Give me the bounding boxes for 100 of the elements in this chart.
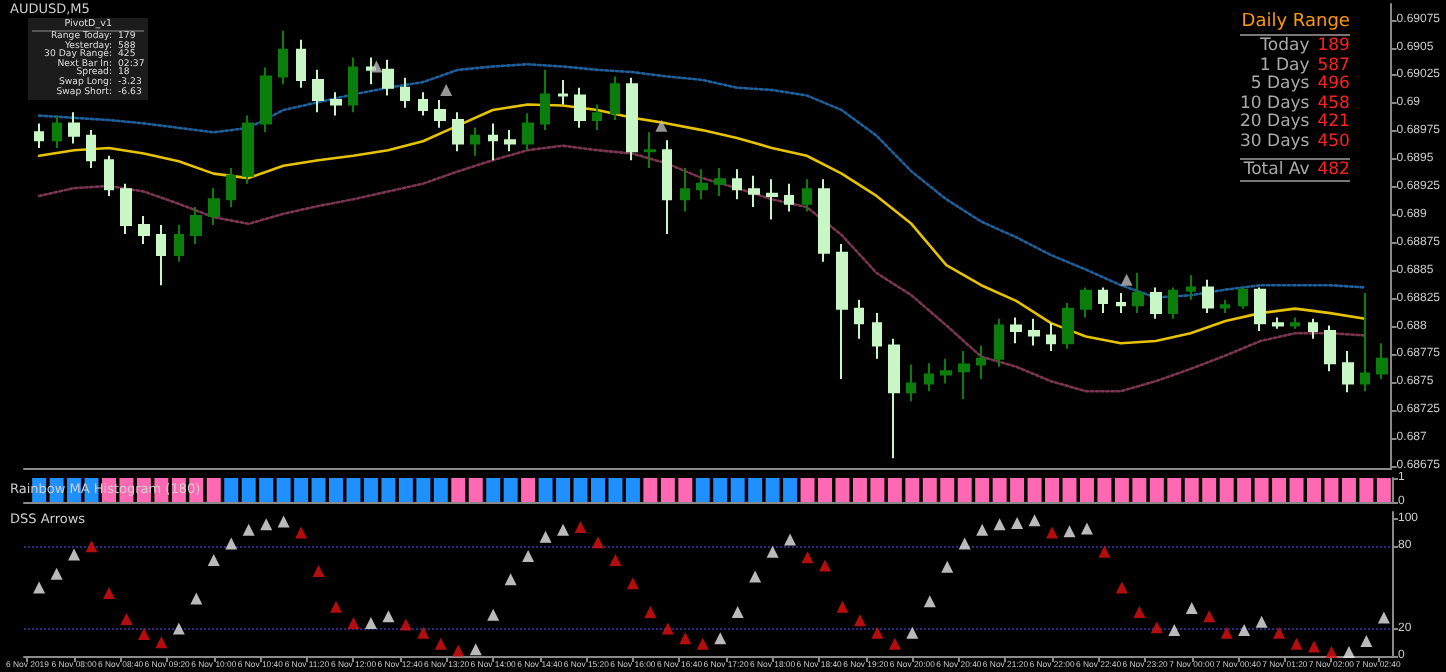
point: [609, 554, 622, 566]
point: [364, 617, 377, 630]
point: [557, 523, 570, 536]
point: [1307, 640, 1320, 653]
candlestick: [1308, 317, 1318, 340]
data-label: 458: [1317, 93, 1350, 114]
candlestick: [1238, 286, 1248, 310]
candlestick: [330, 91, 342, 117]
candlestick: [1168, 286, 1178, 320]
candlestick: [348, 56, 358, 114]
candlestick: [1010, 316, 1022, 345]
candlestick: [504, 129, 516, 153]
candlestick: [540, 68, 550, 132]
candlestick: [696, 168, 708, 201]
text: Daily Range: [1240, 12, 1350, 36]
point: [1046, 526, 1059, 539]
candlestick: [1062, 302, 1074, 350]
candlestick: [1272, 316, 1284, 330]
candlestick: [434, 98, 446, 129]
point: [1168, 623, 1181, 636]
point: [85, 540, 98, 553]
candlestick: [1324, 324, 1336, 373]
candlestick: [138, 215, 150, 245]
point: [836, 600, 849, 613]
category-label: 20 Days: [1240, 112, 1310, 133]
point: [347, 617, 360, 630]
point: [801, 551, 814, 564]
point: [626, 577, 639, 590]
point: [434, 637, 447, 650]
point: [714, 632, 727, 645]
data-label: 450: [1317, 131, 1350, 154]
data-label: 421: [1317, 112, 1350, 133]
candlestick: [312, 68, 324, 114]
point: [679, 632, 692, 645]
point: [1342, 645, 1355, 658]
point: [277, 515, 290, 528]
point: [1238, 623, 1251, 636]
point: [50, 567, 63, 580]
candlestick: [1186, 274, 1196, 301]
point: [172, 622, 185, 635]
point: [225, 537, 238, 550]
point: [1203, 610, 1216, 623]
candlestick: [488, 122, 498, 162]
point: [766, 545, 779, 558]
candlestick: [888, 337, 900, 460]
point: [1120, 273, 1133, 286]
candlestick: [1116, 292, 1126, 315]
point: [260, 518, 273, 531]
point: [1290, 637, 1303, 650]
point: [661, 622, 674, 635]
candlestick: [906, 363, 916, 403]
candlestick: [1342, 350, 1354, 394]
category-label: 30 Days: [1240, 131, 1310, 154]
point: [574, 521, 587, 534]
point: [1080, 522, 1093, 535]
point: [958, 537, 971, 550]
candlestick: [52, 114, 62, 149]
point: [923, 595, 936, 608]
point: [853, 614, 866, 627]
candlestick: [208, 187, 220, 226]
candlestick: [86, 129, 96, 170]
point: [655, 119, 668, 132]
point: [504, 573, 517, 586]
point: [1255, 615, 1268, 628]
point: [120, 612, 133, 625]
candlestick: [296, 38, 306, 89]
point: [1377, 611, 1390, 624]
point: [295, 526, 308, 539]
point: [731, 606, 744, 619]
candlestick: [854, 298, 864, 340]
point: [1273, 626, 1286, 639]
point: [1098, 545, 1111, 558]
candlestick: [1098, 286, 1108, 315]
point: [1150, 621, 1163, 634]
candlestick: [366, 56, 376, 86]
data-label: 482: [1317, 159, 1350, 181]
candlestick: [574, 86, 586, 129]
point: [539, 530, 552, 543]
category-label: 1 Day: [1259, 55, 1310, 76]
data-label: 189: [1317, 36, 1350, 57]
candlestick: [872, 312, 882, 360]
point: [417, 626, 430, 639]
point: [1325, 645, 1338, 658]
category-label: Today: [1260, 36, 1310, 57]
point: [906, 626, 919, 639]
candlestick: [836, 242, 848, 380]
category-label: 5 Days: [1250, 74, 1310, 95]
point: [522, 549, 535, 562]
candlestick: [260, 66, 272, 134]
candlestick: [104, 154, 114, 197]
point: [1011, 516, 1024, 529]
candlestick: [174, 223, 184, 263]
candlestick: [1080, 286, 1092, 319]
point: [1063, 525, 1076, 538]
candlestick: [278, 29, 288, 86]
point: [591, 536, 604, 549]
point: [749, 570, 762, 583]
point: [1220, 626, 1233, 639]
point: [941, 560, 954, 573]
candlestick: [452, 111, 464, 153]
